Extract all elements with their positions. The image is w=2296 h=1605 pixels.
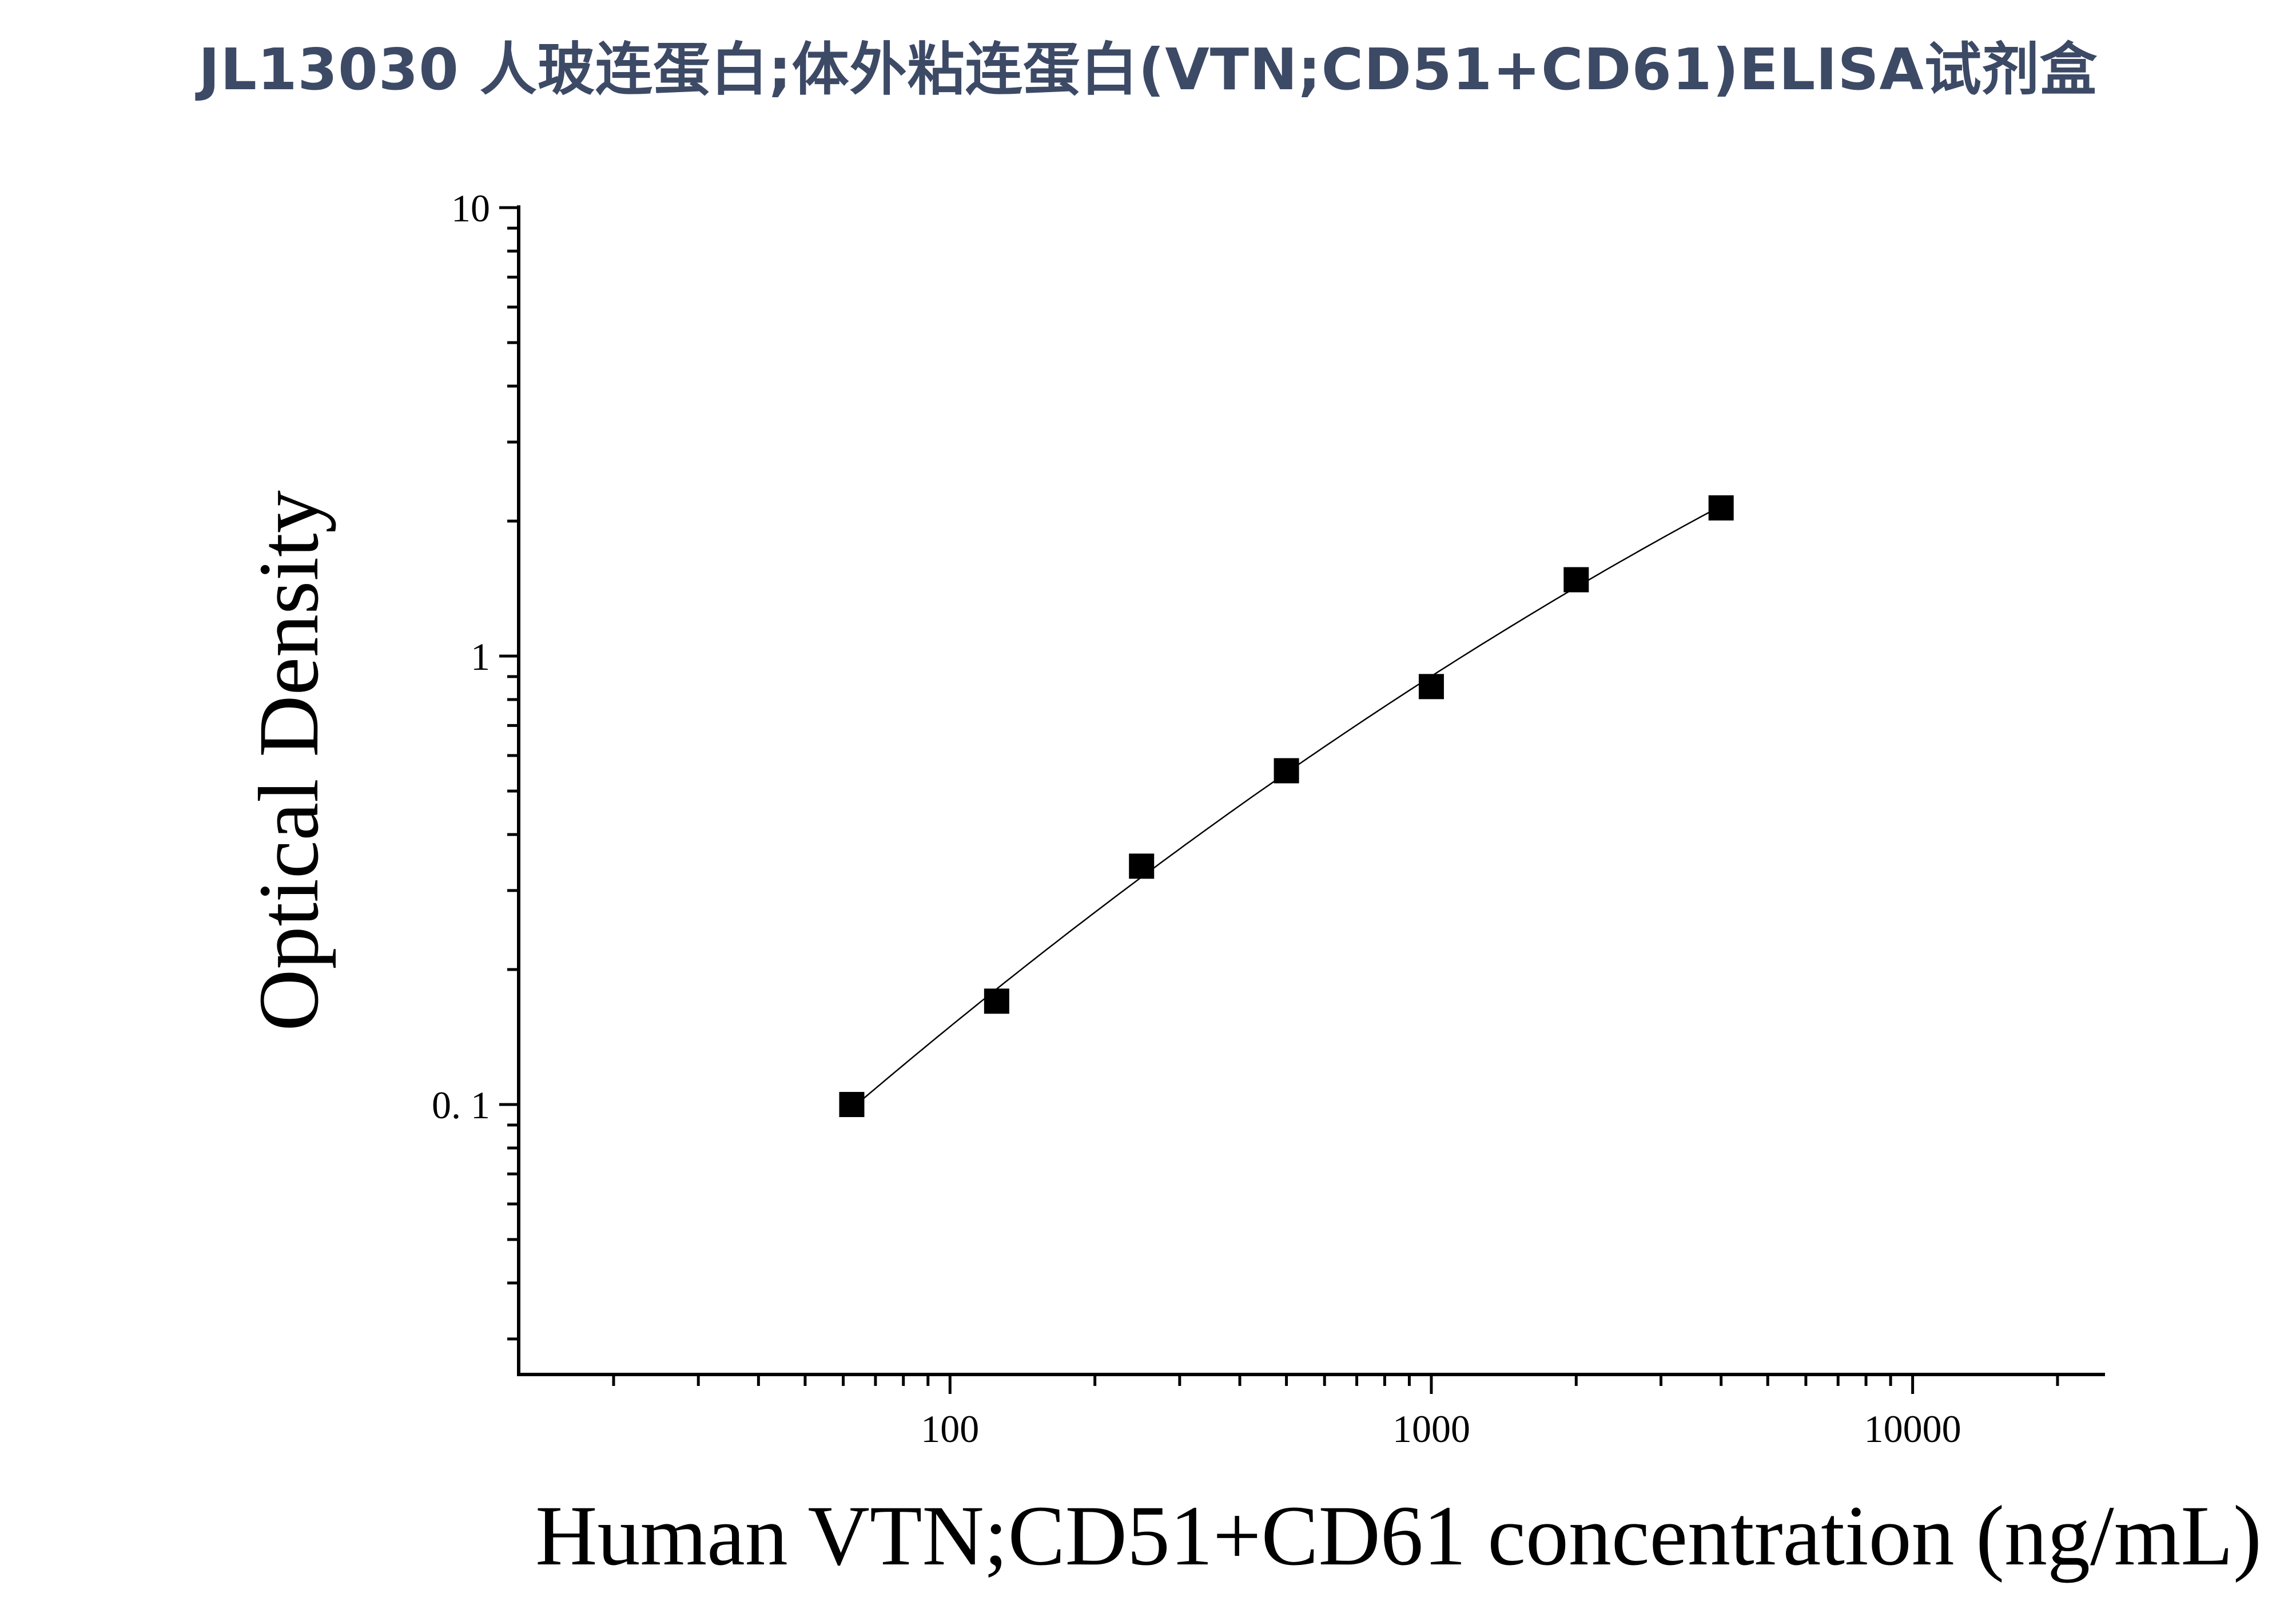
x-tick-label: 10000 <box>1864 1407 1961 1451</box>
data-point <box>984 988 1009 1014</box>
data-point <box>1563 567 1589 593</box>
axes <box>517 205 2105 1376</box>
data-point <box>1129 853 1155 879</box>
chart-title: JL13030 人玻连蛋白;体外粘连蛋白(VTN;CD51+CD61)ELISA… <box>198 36 2098 103</box>
data-point <box>1274 758 1299 784</box>
x-axis-label: Human VTN;CD51+CD61 concentration (ng/mL… <box>535 1488 2262 1583</box>
fit-curve <box>851 505 1722 1109</box>
y-tick-label: 10 <box>451 186 490 230</box>
x-tick-label: 1000 <box>1392 1407 1470 1451</box>
ticks: 100 1000 10000 0. 1 1 10 <box>432 186 2059 1451</box>
fit-curve-layer <box>851 505 1722 1109</box>
x-tick-label: 100 <box>921 1407 979 1451</box>
y-tick-label: 0. 1 <box>432 1083 490 1127</box>
y-tick-label: 1 <box>471 635 490 678</box>
data-point <box>1708 495 1734 521</box>
data-points <box>839 495 1734 1117</box>
data-point <box>1418 674 1444 700</box>
y-axis-label: Optical Density <box>241 490 336 1031</box>
data-point <box>839 1091 865 1117</box>
